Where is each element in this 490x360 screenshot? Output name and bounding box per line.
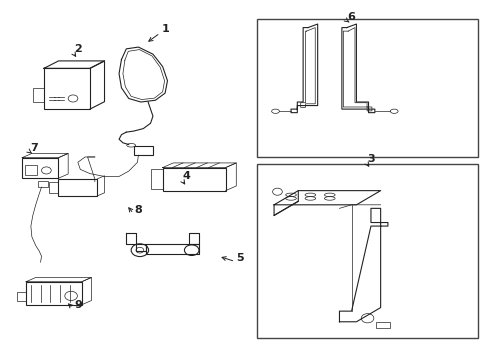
Bar	[22, 158, 58, 178]
Text: 2: 2	[74, 44, 82, 54]
Bar	[24, 165, 37, 175]
Text: 9: 9	[74, 300, 82, 310]
Text: 7: 7	[30, 143, 38, 153]
Text: 6: 6	[347, 12, 356, 22]
Bar	[44, 68, 90, 109]
Bar	[257, 164, 478, 338]
Text: 4: 4	[183, 171, 191, 181]
Bar	[58, 179, 97, 196]
Text: 3: 3	[367, 154, 375, 164]
Bar	[49, 183, 58, 193]
Bar	[134, 146, 153, 155]
Bar	[17, 292, 26, 301]
Bar	[163, 168, 225, 191]
Bar	[38, 181, 49, 187]
Text: 8: 8	[135, 205, 142, 215]
Bar	[376, 322, 391, 328]
Bar	[33, 88, 44, 102]
Text: 5: 5	[236, 253, 244, 263]
Bar	[26, 282, 82, 305]
Text: 1: 1	[161, 24, 169, 34]
Bar	[257, 19, 478, 157]
Bar	[150, 169, 163, 189]
